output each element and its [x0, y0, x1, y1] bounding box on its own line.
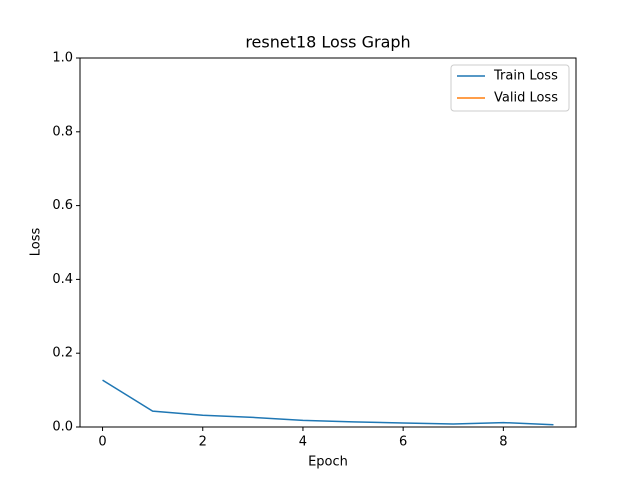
y-tick-label: 0.6 [52, 198, 73, 213]
x-tick-label: 6 [399, 435, 407, 450]
plot-frame [79, 57, 577, 428]
x-tick-label: 4 [299, 435, 307, 450]
x-axis-label: Epoch [308, 455, 348, 470]
legend-label: Train Loss [493, 69, 558, 84]
legend-label: Valid Loss [494, 91, 558, 106]
x-tick-label: 0 [98, 435, 106, 450]
y-tick-label: 1.0 [52, 51, 73, 66]
y-tick-label: 0.4 [52, 272, 73, 287]
x-tick-label: 8 [499, 435, 507, 450]
y-tick-label: 0.8 [52, 124, 73, 139]
y-axis-label: Loss [29, 228, 44, 257]
series-line [102, 379, 554, 426]
y-tick-label: 0.0 [52, 420, 73, 435]
x-tick-label: 2 [199, 435, 207, 450]
chart-title: resnet18 Loss Graph [245, 33, 410, 52]
y-tick-label: 0.2 [52, 346, 73, 361]
